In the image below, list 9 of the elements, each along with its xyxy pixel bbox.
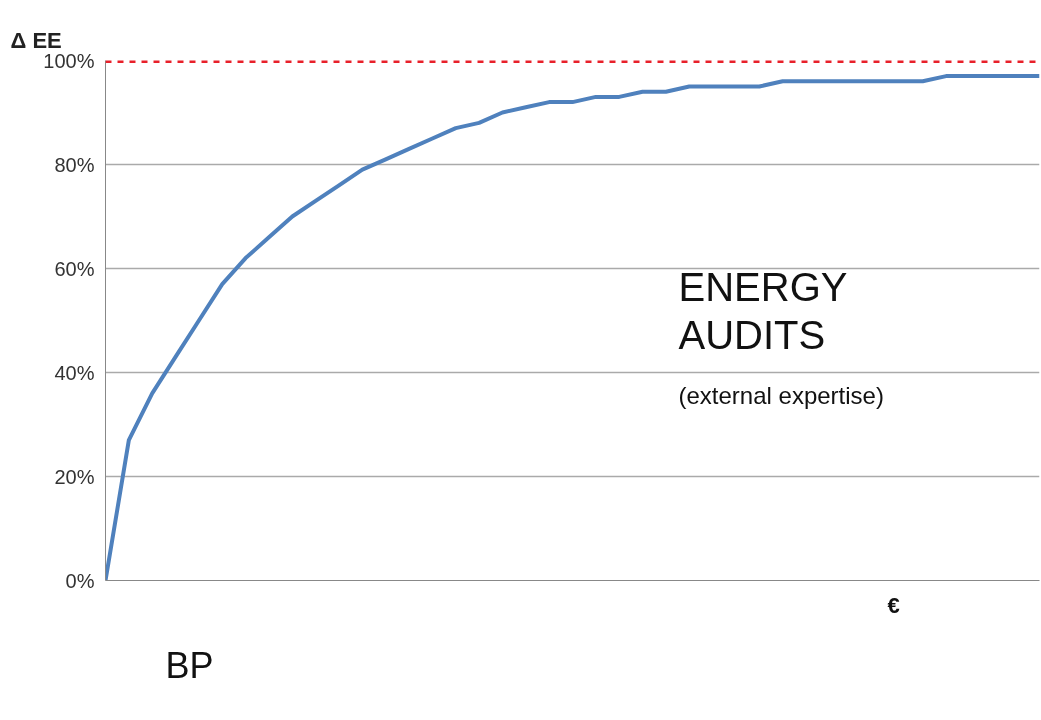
annotation: ENERGY AUDITS xyxy=(678,264,848,357)
y-tick-label: 0% xyxy=(65,569,95,592)
x-axis-title: € xyxy=(887,592,900,618)
y-tick-label: 80% xyxy=(54,153,95,176)
text: BP xyxy=(165,644,214,686)
y-tick-label: 40% xyxy=(54,361,95,384)
y-tick-label: 60% xyxy=(54,257,95,280)
annotation: (external expertise) xyxy=(678,381,884,409)
y-tick-label: 20% xyxy=(54,465,95,488)
